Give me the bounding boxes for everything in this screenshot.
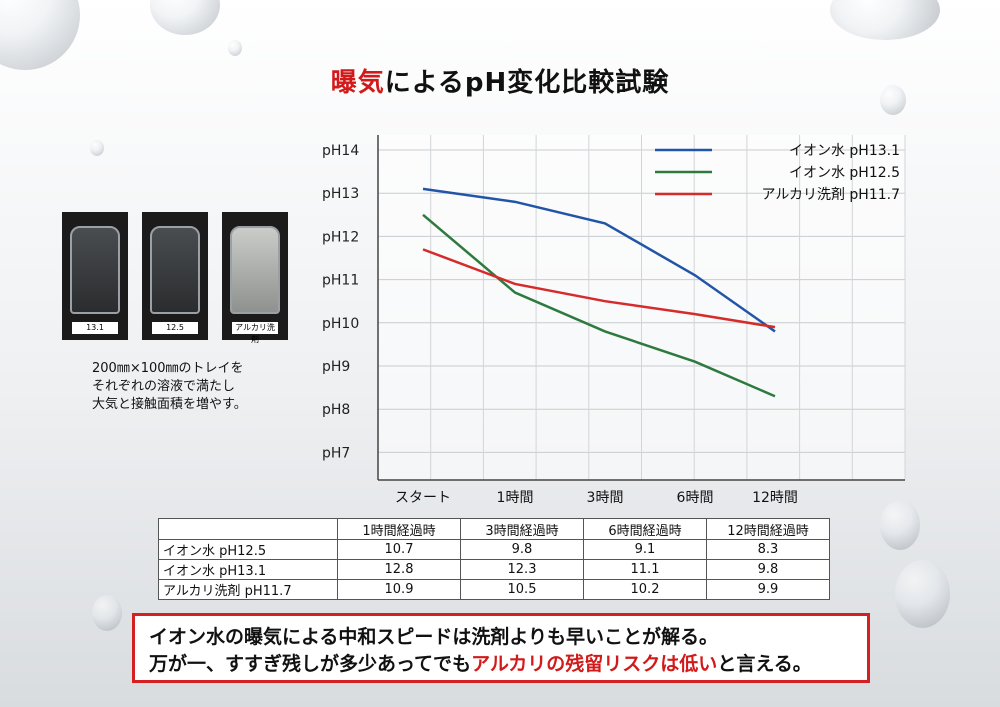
- table-cell: 9.9: [706, 579, 830, 600]
- y-tick-label: pH8: [322, 402, 350, 418]
- water-drop: [228, 40, 242, 56]
- legend-label: アルカリ洗剤 pH11.7: [762, 187, 900, 203]
- y-tick-label: pH7: [322, 445, 350, 461]
- x-tick-label: 3時間: [587, 490, 624, 506]
- legend-label: イオン水 pH13.1: [789, 143, 900, 159]
- title-highlight: 曝気: [330, 68, 385, 98]
- table-header-cell: 3時間経過時: [460, 518, 584, 540]
- table-cell: 9.8: [706, 559, 830, 580]
- water-drop: [90, 140, 104, 156]
- table-row: アルカリ洗剤 pH11.7 10.9 10.5 10.2 9.9: [158, 579, 830, 600]
- y-tick-label: pH14: [322, 143, 359, 159]
- water-drop: [880, 85, 906, 115]
- tray-liquid: [70, 226, 120, 314]
- note-text: 万が一、すすぎ残しが多少あってでも: [149, 653, 472, 675]
- tray-photo-ion-12: 12.5: [142, 212, 208, 340]
- table-row: イオン水 pH12.5 10.7 9.8 9.1 8.3: [158, 539, 830, 560]
- water-drop: [880, 500, 920, 550]
- table-header-row: 1時間経過時 3時間経過時 6時間経過時 12時間経過時: [158, 518, 830, 540]
- table-header-cell: 6時間経過時: [583, 518, 707, 540]
- table-row: イオン水 pH13.1 12.8 12.3 11.1 9.8: [158, 559, 830, 580]
- note-line-2: 万が一、すすぎ残しが多少あってでもアルカリの残留リスクは低いと言える。: [149, 651, 857, 678]
- description-line: 大気と接触面積を増やす。: [92, 397, 247, 412]
- tray-liquid: [150, 226, 200, 314]
- x-tick-label: 12時間: [752, 490, 798, 506]
- note-highlight: アルカリの残留リスクは低い: [471, 653, 718, 675]
- x-tick-label: 6時間: [677, 490, 714, 506]
- table-row-label: イオン水 pH12.5: [158, 539, 338, 560]
- x-tick-label: 1時間: [497, 490, 534, 506]
- table-cell: 12.3: [460, 559, 584, 580]
- series-line-1: [422, 187, 776, 333]
- tray-label: アルカリ洗剤: [232, 322, 278, 344]
- tray-label: 13.1: [72, 322, 118, 334]
- legend-label: イオン水 pH12.5: [789, 165, 900, 181]
- table-row-label: アルカリ洗剤 pH11.7: [158, 579, 338, 600]
- y-tick-label: pH9: [322, 359, 350, 375]
- table-row-label: イオン水 pH13.1: [158, 559, 338, 580]
- tray-description: 200㎜×100㎜のトレイを それぞれの溶液で満たし 大気と接触面積を増やす。: [92, 360, 247, 414]
- water-drop: [92, 595, 122, 631]
- x-tick-label: スタート: [395, 490, 451, 506]
- ph-data-table: 1時間経過時 3時間経過時 6時間経過時 12時間経過時 イオン水 pH12.5…: [158, 518, 830, 600]
- note-text: と言える。: [717, 653, 812, 675]
- series-line-3: [422, 248, 776, 329]
- conclusion-note: イオン水の曝気による中和スピードは洗剤よりも早いことが解る。 万が一、すすぎ残し…: [132, 613, 870, 683]
- note-line-1: イオン水の曝気による中和スピードは洗剤よりも早いことが解る。: [149, 626, 719, 648]
- table-cell: 10.9: [337, 579, 461, 600]
- tray-photo-alkali: アルカリ洗剤: [222, 212, 288, 344]
- table-cell: 10.5: [460, 579, 584, 600]
- y-tick-label: pH10: [322, 316, 359, 332]
- tray-photo-ion-13: 13.1: [62, 212, 128, 340]
- tray-liquid: [230, 226, 280, 314]
- y-tick-label: pH11: [322, 273, 359, 289]
- table-cell: 11.1: [583, 559, 707, 580]
- page-title: 曝気によるpH変化比較試験: [0, 62, 1000, 99]
- title-rest: によるpH変化比較試験: [384, 68, 670, 98]
- table-cell: 10.2: [583, 579, 707, 600]
- table-cell: 10.7: [337, 539, 461, 560]
- y-tick-label: pH13: [322, 186, 359, 202]
- water-drop: [895, 560, 950, 628]
- table-cell: 9.8: [460, 539, 584, 560]
- table-cell: 12.8: [337, 559, 461, 580]
- table-header-cell: 12時間経過時: [706, 518, 830, 540]
- y-tick-label: pH12: [322, 229, 359, 245]
- table-cell: 9.1: [583, 539, 707, 560]
- description-line: 200㎜×100㎜のトレイを: [92, 361, 244, 376]
- series-line-2: [422, 213, 776, 398]
- tray-label: 12.5: [152, 322, 198, 334]
- description-line: それぞれの溶液で満たし: [92, 379, 236, 394]
- table-header-cell: [158, 518, 338, 540]
- table-cell: 8.3: [706, 539, 830, 560]
- table-header-cell: 1時間経過時: [337, 518, 461, 540]
